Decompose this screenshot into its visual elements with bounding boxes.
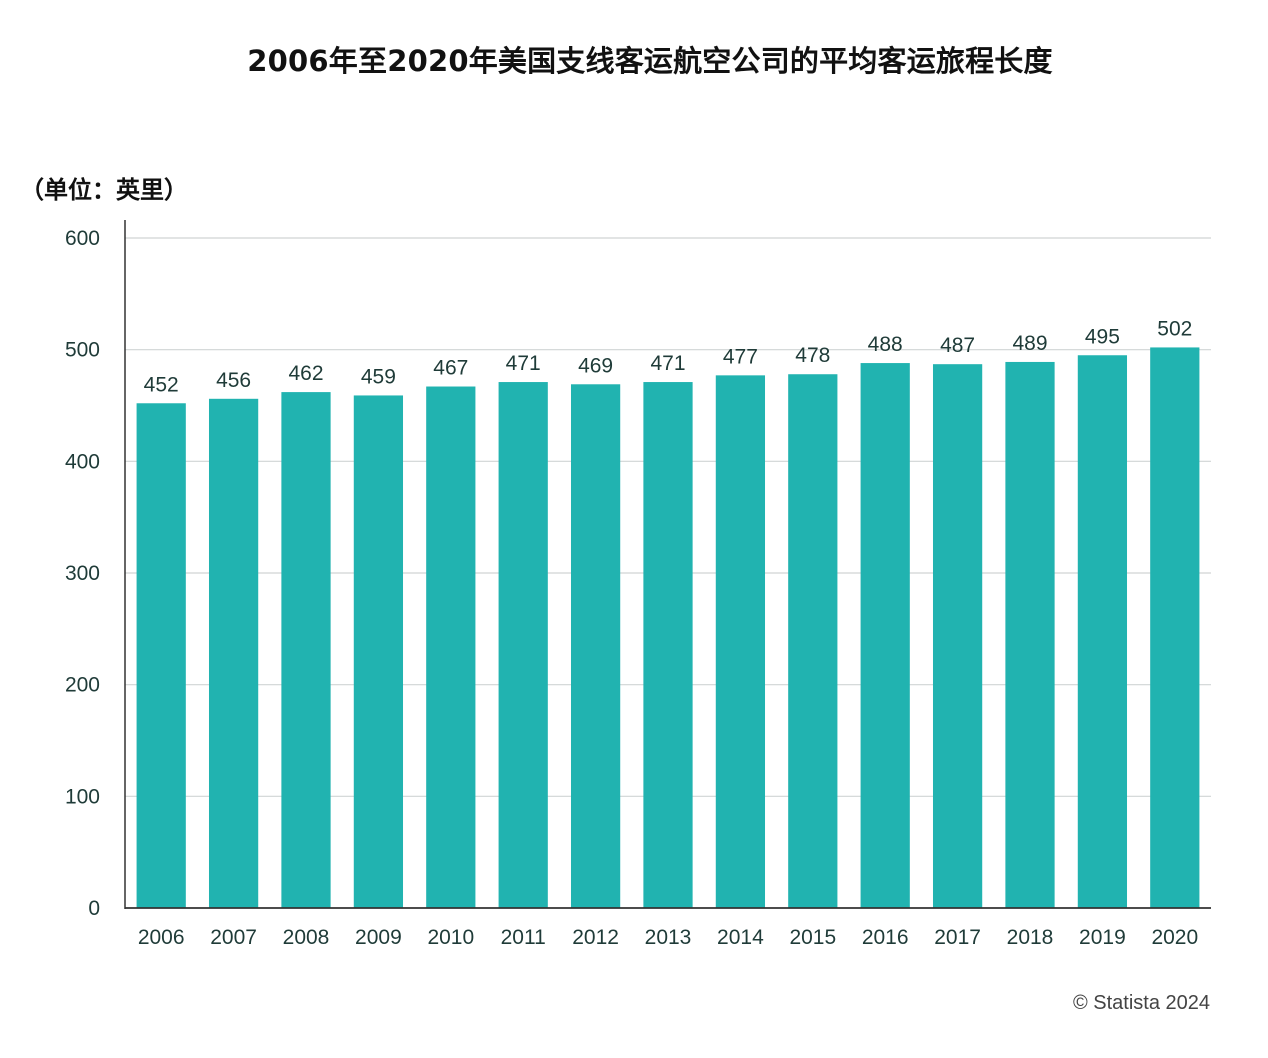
bars [136,347,1200,909]
data-label-2020: 502 [1157,317,1192,340]
data-label-2008: 462 [288,362,323,385]
y-tick-label: 100 [65,785,100,808]
data-label-2006: 452 [144,373,179,396]
data-label-2013: 471 [650,352,685,375]
data-labels: 452 456 462 459 467 471 469 471 477 478 488 487 489 4… [144,317,1193,396]
x-tick-label-2015: 2015 [789,926,836,949]
bar-2015 [788,374,838,908]
x-tick-label-2017: 2017 [934,926,981,949]
bar-2017 [932,364,983,908]
data-label-2012: 469 [578,354,613,377]
x-tick-label-2008: 2008 [283,926,330,949]
chart-title: 2006年至2020年美国支线客运航空公司的平均客运旅程长度 [247,44,1053,78]
bar-2014 [715,375,766,909]
x-tick-label-2006: 2006 [138,926,185,949]
x-tick-label-2009: 2009 [355,926,402,949]
bar-2020 [1150,347,1200,908]
bar-2009 [353,395,404,908]
data-label-2017: 487 [940,334,975,357]
data-label-2011: 471 [506,352,541,375]
bar-2016 [860,363,910,909]
x-tick-label-2010: 2010 [427,926,474,949]
x-tick-label-2011: 2011 [501,926,546,949]
bar-2013 [643,382,693,908]
y-tick-label: 200 [65,674,100,697]
unit-label: （单位：英里） [20,176,188,204]
y-tick-label: 600 [65,227,100,250]
bar-2012 [570,384,621,908]
bar-2018 [1005,361,1055,908]
bar-2007 [208,398,259,908]
data-label-2018: 489 [1012,332,1047,355]
bar-2011 [498,382,548,908]
x-tick-label-2020: 2020 [1151,926,1198,949]
data-label-2007: 456 [216,369,251,392]
x-tick-label-2012: 2012 [572,926,619,949]
data-label-2015: 478 [795,344,830,367]
data-label-2010: 467 [433,357,468,380]
data-label-2014: 477 [723,345,758,368]
copyright-notice: © Statista 2024 [1072,992,1210,1014]
y-tick-label: 400 [65,450,100,473]
bar-2019 [1077,355,1128,908]
y-tick-label: 300 [65,562,100,585]
x-tick-label-2019: 2019 [1079,926,1126,949]
data-label-2009: 459 [361,365,396,388]
data-label-2019: 495 [1085,325,1120,348]
y-tick-label: 0 [88,897,100,920]
x-tick-label-2007: 2007 [210,926,257,949]
axes: 0 100 200 300 400 500 600 2006 2007 2008 2009 2010 2… [65,220,1211,949]
x-tick-label-2018: 2018 [1007,926,1054,949]
data-label-2016: 488 [868,333,903,356]
bar-2008 [281,392,331,909]
y-tick-label: 500 [65,339,100,362]
x-tick-label-2014: 2014 [717,926,764,949]
bar-2010 [426,386,476,908]
x-tick-label-2013: 2013 [645,926,692,949]
bar-2006 [136,403,186,908]
x-tick-label-2016: 2016 [862,926,909,949]
